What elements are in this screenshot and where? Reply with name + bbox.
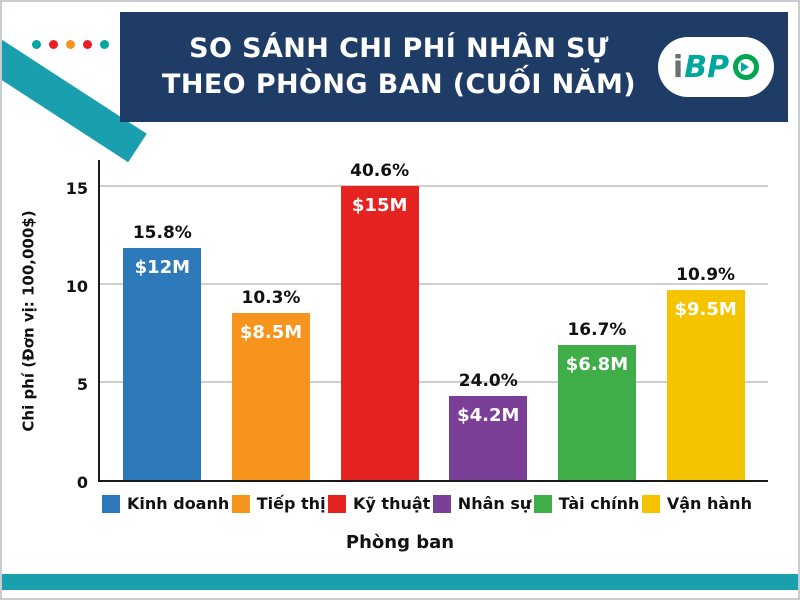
ibpo-logo: i BP (658, 37, 774, 97)
header-band: SO SÁNH CHI PHÍ NHÂN SỰ THEO PHÒNG BAN (… (120, 12, 788, 122)
bar-value-label: $9.5M (674, 298, 737, 320)
logo-letters-bp: BP (684, 49, 730, 85)
y-tick-label: 5 (76, 374, 88, 394)
bar-percent-label: 24.0% (458, 370, 518, 391)
legend-swatch (533, 494, 552, 513)
bottom-accent-strip (2, 574, 798, 590)
logo-letter-i: i (672, 49, 684, 85)
legend-item-2: Tiếp thị (231, 494, 326, 513)
bar-percent-label: 15.8% (132, 223, 192, 244)
y-tick-label: 15 (65, 178, 88, 198)
dot-icon (100, 40, 109, 49)
legend-item-3: Kỹ thuật (328, 494, 430, 513)
bar-2: 10.3% $8.5M (231, 288, 310, 480)
legend-swatch (328, 494, 347, 513)
y-tick-label: 10 (65, 276, 88, 296)
gridline (100, 184, 768, 187)
bar-value-label: $12M (134, 257, 191, 279)
legend-label: Kinh doanh (127, 494, 230, 513)
bar-percent-label: 16.7% (567, 319, 627, 340)
bar-percent-label: 10.3% (241, 288, 301, 309)
x-axis-title: Phòng ban (345, 532, 455, 553)
legend-label: Kỹ thuật (353, 494, 431, 513)
bar-3: 40.6% $15M (340, 161, 419, 480)
y-ticks: 0 5 10 15 (58, 160, 92, 492)
bar-value-label: $15M (351, 194, 408, 216)
bar-5: 16.7% $6.8M (557, 320, 636, 480)
bar-6: 10.9% $9.5M (666, 265, 745, 480)
bar-percent-label: 10.9% (676, 264, 736, 285)
title-line-1: SO SÁNH CHI PHÍ NHÂN SỰ (189, 32, 609, 64)
dot-icon (83, 40, 92, 49)
legend-swatch (641, 494, 660, 513)
legend-item-4: Nhân sự (432, 494, 532, 513)
bar-1: 15.8% $12M (123, 223, 202, 480)
y-axis-title-wrap: Chi phí (Đơn vị: 100,000$) (8, 160, 50, 482)
logo-o-circle-icon (733, 54, 760, 80)
legend-item-6: Vận hành (641, 494, 752, 513)
legend-item-1: Kinh doanh (102, 494, 229, 513)
bar-value-label: $8.5M (239, 322, 303, 344)
bar-value-label: $6.8M (565, 353, 629, 375)
bar-value-label: $4.2M (457, 404, 520, 426)
bars: 15.8% $12M 10.3% $8.5M 40.6% $15M 24.0% $4.2M 16… (100, 160, 768, 480)
bar-4: 24.0% $4.2M (449, 371, 528, 480)
decorative-dots (32, 40, 109, 49)
legend-label: Nhân sự (457, 494, 532, 513)
gridline (100, 380, 768, 383)
dot-icon (32, 40, 41, 49)
legend-label: Vận hành (666, 494, 752, 513)
legend-label: Tiếp thị (256, 494, 326, 513)
bar-percent-label: 40.6% (350, 160, 410, 181)
dot-icon (49, 40, 58, 49)
y-tick-label: 0 (76, 473, 88, 492)
legend-swatch (231, 494, 250, 513)
title-line-2: THEO PHÒNG BAN (CUỐI NĂM) (162, 69, 636, 100)
plot-area: 15.8% $12M 10.3% $8.5M 40.6% $15M 24.0% $4.2M 16… (98, 160, 768, 482)
legend-swatch (432, 494, 451, 513)
legend-item-5: Tài chính (533, 494, 640, 513)
legend-label: Tài chính (558, 494, 640, 513)
gridline (100, 282, 768, 285)
legend: Kinh doanh Tiếp thị Kỹ thuật Nhân sự Tài chí… (102, 494, 752, 513)
y-axis-title: Chi phí (Đơn vị: 100,000$) (20, 210, 38, 432)
page-title: SO SÁNH CHI PHÍ NHÂN SỰ THEO PHÒNG BAN (… (162, 31, 636, 104)
legend-swatch (102, 494, 120, 513)
dot-icon (66, 40, 75, 49)
